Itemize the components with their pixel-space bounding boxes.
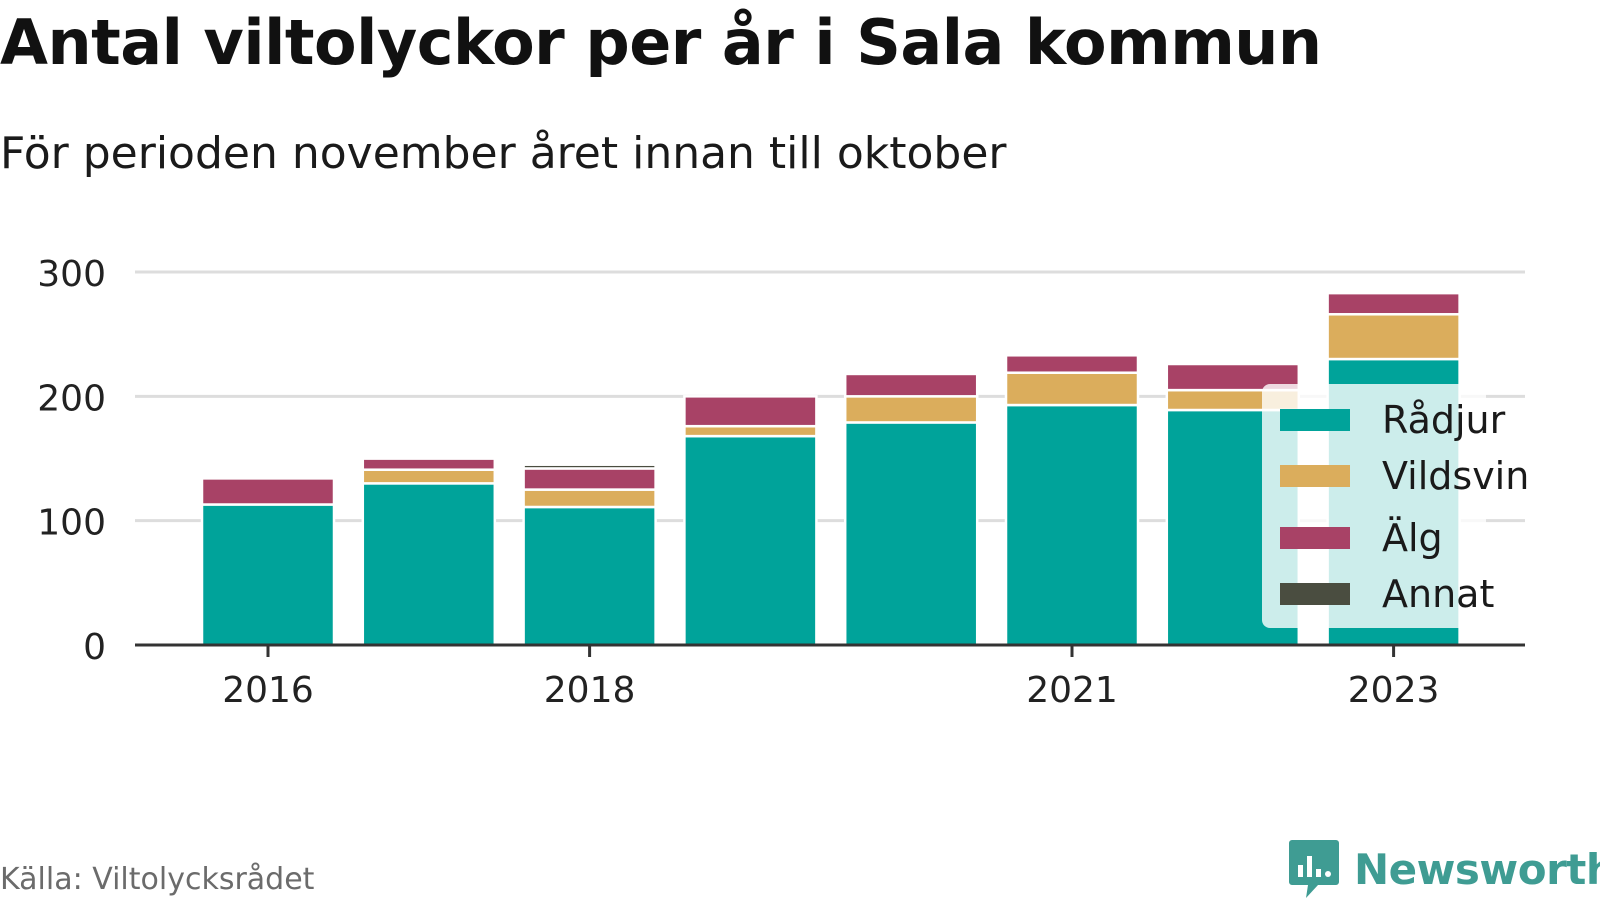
bar-älg-2017 (361, 457, 497, 471)
bar-älg-2023 (1326, 291, 1461, 316)
legend: Rådjur Vildsvin Älg Annat (1262, 384, 1529, 628)
source-note: Källa: Viltolycksrådet (0, 862, 315, 897)
y-tick-label-300: 300 (37, 254, 106, 295)
bar-vildsvin-2018 (522, 488, 657, 509)
bar-rådjur-2017 (361, 482, 497, 647)
x-tick-label-2016: 2016 (222, 670, 314, 711)
legend-swatch-radjur (1280, 409, 1350, 431)
bar-älg-2018 (522, 467, 657, 491)
legend-label-annat: Annat (1382, 572, 1495, 616)
chart-title: Antal viltolyckor per år i Sala kommun (0, 6, 1322, 79)
brand-name: Newsworthy (1354, 844, 1600, 894)
legend-item-radjur: Rådjur (1280, 398, 1505, 442)
chart-subtitle: För perioden november året innan till ok… (0, 128, 1007, 179)
brand: Newsworthy (1288, 838, 1600, 900)
bar-vildsvin-2019 (683, 424, 818, 438)
legend-item-alg: Älg (1280, 516, 1443, 560)
legend-item-annat: Annat (1280, 572, 1494, 616)
x-tick-label-2018: 2018 (544, 670, 636, 711)
bar-vildsvin-2021 (1004, 371, 1140, 407)
bar-annat-2017 (361, 454, 497, 460)
bar-älg-2020 (843, 372, 979, 398)
legend-swatch-alg (1280, 527, 1350, 549)
bar-rådjur-2020 (843, 421, 979, 647)
bar-vildsvin-2023 (1326, 313, 1461, 361)
legend-item-vildsvin: Vildsvin (1280, 454, 1529, 498)
bar-rådjur-2016 (200, 503, 336, 647)
legend-label-alg: Älg (1382, 516, 1443, 560)
legend-swatch-vildsvin (1280, 465, 1350, 487)
bar-älg-2016 (200, 477, 336, 506)
y-tick-label-200: 200 (37, 378, 106, 419)
bar-älg-2021 (1004, 354, 1140, 374)
bar-annat-2018 (522, 463, 657, 470)
x-tick-label-2021: 2021 (1026, 670, 1118, 711)
bar-vildsvin-2020 (843, 395, 979, 424)
legend-label-vildsvin: Vildsvin (1382, 454, 1530, 498)
axes: 0 100 200 300 2016 2018 2021 2023 (37, 254, 1525, 711)
y-tick-label-100: 100 (37, 503, 106, 544)
newsworthy-logo-icon (1289, 840, 1339, 898)
y-tick-label-0: 0 (83, 627, 106, 668)
legend-swatch-annat (1280, 583, 1350, 605)
bar-rådjur-2021 (1004, 403, 1140, 647)
bar-vildsvin-2017 (361, 468, 497, 485)
bar-älg-2019 (683, 395, 818, 428)
bar-rådjur-2019 (683, 434, 818, 647)
x-tick-label-2023: 2023 (1348, 670, 1440, 711)
bar-rådjur-2018 (522, 505, 657, 647)
legend-label-radjur: Rådjur (1382, 398, 1506, 442)
